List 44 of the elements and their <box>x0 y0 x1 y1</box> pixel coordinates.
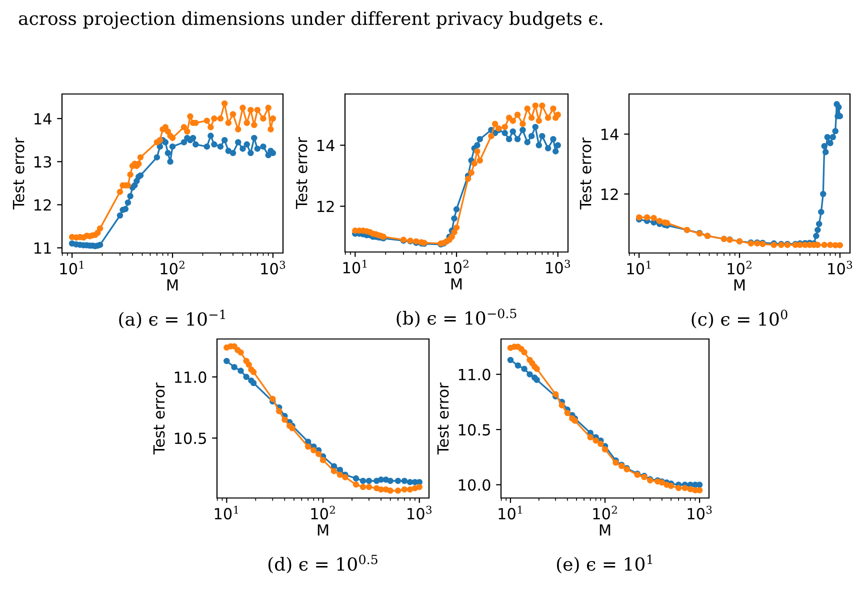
text: (d) ϵ = 10$^{0.5}$ <box>268 554 378 574</box>
y-tick-label: 10.0 <box>458 479 490 491</box>
y-axis-title: Test error <box>437 382 449 455</box>
y-tick-label: 12 <box>602 188 618 200</box>
y-tick-label: 12 <box>34 199 51 211</box>
text: (a) ϵ = 10$^{−1}$ <box>119 310 225 328</box>
x-axis-title: M <box>734 279 745 291</box>
y-tick-label: 11.0 <box>174 371 206 383</box>
text: (b) ϵ = 10$^{−0.5}$ <box>396 308 516 328</box>
x-tick-label: 10$^{2}$ <box>593 506 617 520</box>
x-tick-label: 10$^{3}$ <box>828 260 852 274</box>
y-tick-label: 14 <box>34 113 52 124</box>
y-tick-label: 10.5 <box>458 424 490 436</box>
x-tick-label: 10$^{1}$ <box>627 260 650 274</box>
y-axis-title: Test error <box>296 137 308 210</box>
x-axis-title: M <box>318 524 328 536</box>
y-tick-label: 12 <box>318 200 334 212</box>
y-axis-title: Test error <box>153 382 165 455</box>
text: across projection dimensions under different privacy budgets ϵ. <box>18 11 602 29</box>
x-tick-label: 10$^{1}$ <box>214 506 238 520</box>
y-tick-label: 14 <box>318 140 334 152</box>
y-tick-label: 11 <box>34 242 51 254</box>
x-tick-label: 10$^{3}$ <box>546 260 570 274</box>
y-axis-title: Test error <box>12 138 24 210</box>
x-axis-title: M <box>451 278 462 290</box>
x-tick-label: 10$^{1}$ <box>60 260 84 274</box>
x-axis-title: M <box>600 524 610 536</box>
text: (c) ϵ = 10$^{0}$ <box>692 310 788 328</box>
y-tick-label: 10.5 <box>174 432 206 444</box>
x-tick-label: 10$^{1}$ <box>343 260 367 274</box>
x-axis-title: M <box>167 279 178 291</box>
y-tick-label: 13 <box>34 156 52 168</box>
x-tick-label: 10$^{2}$ <box>311 506 335 520</box>
y-tick-label: 14 <box>602 128 618 140</box>
x-tick-label: 10$^{3}$ <box>408 506 432 520</box>
x-tick-label: 10$^{2}$ <box>444 260 468 274</box>
y-axis-title: Test error <box>580 138 592 210</box>
x-tick-label: 10$^{3}$ <box>261 260 286 274</box>
x-tick-label: 10$^{1}$ <box>498 506 522 520</box>
x-tick-label: 10$^{2}$ <box>160 260 184 274</box>
text: (e) ϵ = 10$^{1}$ <box>556 554 652 574</box>
x-tick-label: 10$^{2}$ <box>728 260 752 274</box>
x-tick-label: 10$^{3}$ <box>688 506 712 520</box>
y-tick-label: 11.0 <box>458 368 490 380</box>
